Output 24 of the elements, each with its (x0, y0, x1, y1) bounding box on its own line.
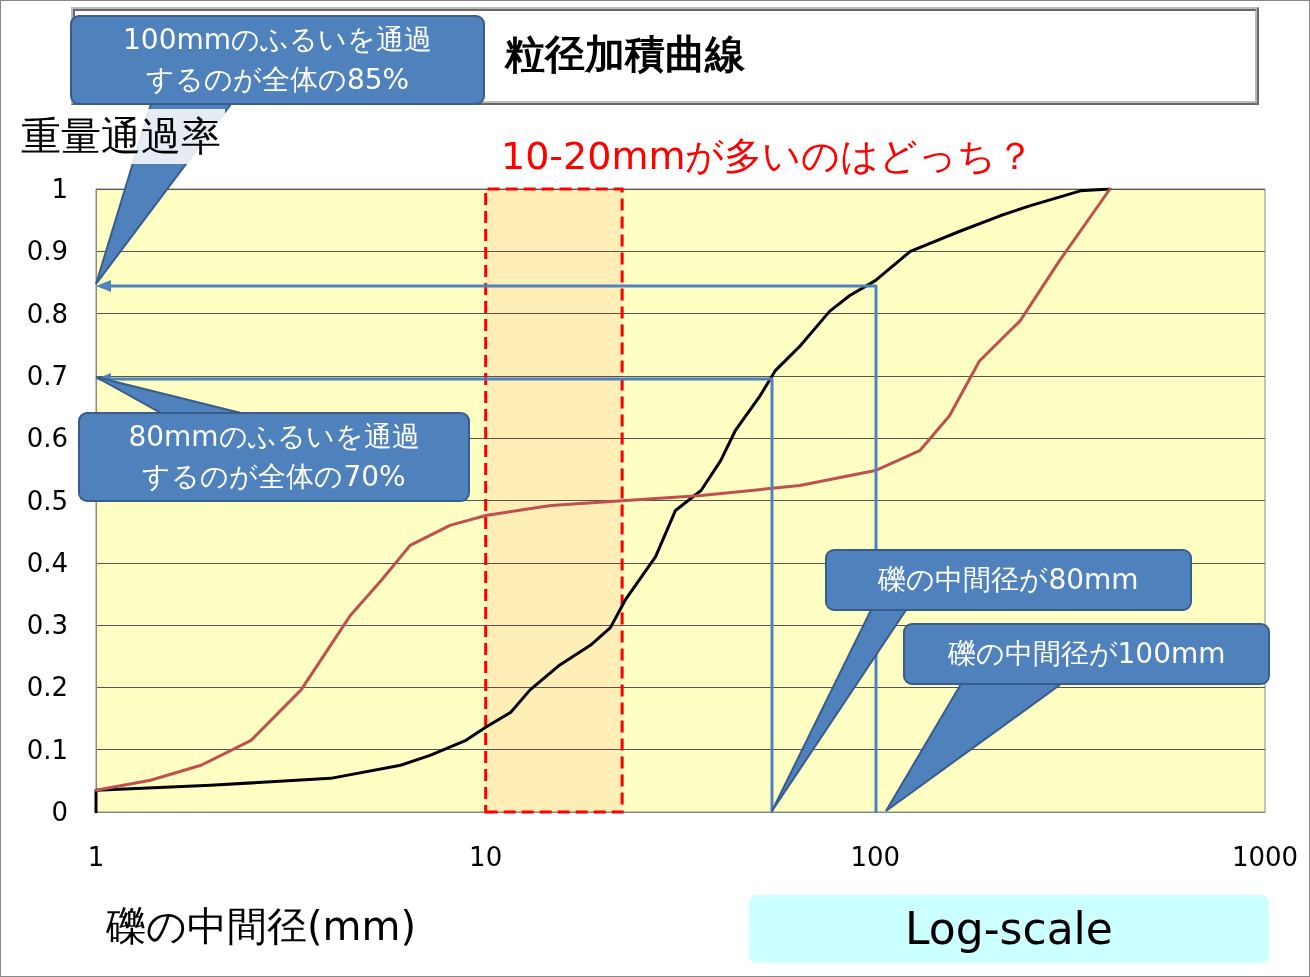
x-tick-label: 1000 (1231, 842, 1299, 872)
annotation: 礫の中間径が80mm (878, 562, 1139, 598)
y-tick-label: 0.1 (26, 734, 68, 765)
chart-title: 粒径加積曲線 (505, 31, 745, 77)
y-tick-label: 0.8 (26, 298, 68, 329)
x-tick-label: 10 (469, 842, 503, 872)
y-tick-label: 0.6 (26, 423, 68, 454)
x-tick-label: 100 (850, 842, 901, 872)
y-tick-label: 0.2 (26, 672, 68, 703)
text: 10-20mmが多いのはどっち？ (501, 133, 1036, 180)
y-tick-label: 0.7 (26, 360, 68, 391)
x-axis-title: 礫の中間径(mm) (106, 902, 417, 951)
y-tick-label: 0.4 (26, 547, 68, 578)
annotation: 80mmのふるいを通過するのが全体の70% (127, 419, 421, 495)
y-tick-label: 0.5 (26, 485, 68, 516)
y-axis-title: 重量通過率 (17, 109, 225, 164)
text: 100mmのふるいを通過するのが全体の85% (122, 22, 433, 98)
y-tick-label: 0.9 (26, 236, 68, 267)
text: Log-scale (749, 895, 1269, 963)
y-tick-label: 0 (51, 797, 68, 827)
annotation: 礫の中間径が100mm (947, 636, 1226, 672)
y-tick-label: 0.3 (26, 610, 68, 641)
x-tick-label: 1 (87, 842, 105, 872)
y-tick-label: 1 (51, 174, 68, 204)
